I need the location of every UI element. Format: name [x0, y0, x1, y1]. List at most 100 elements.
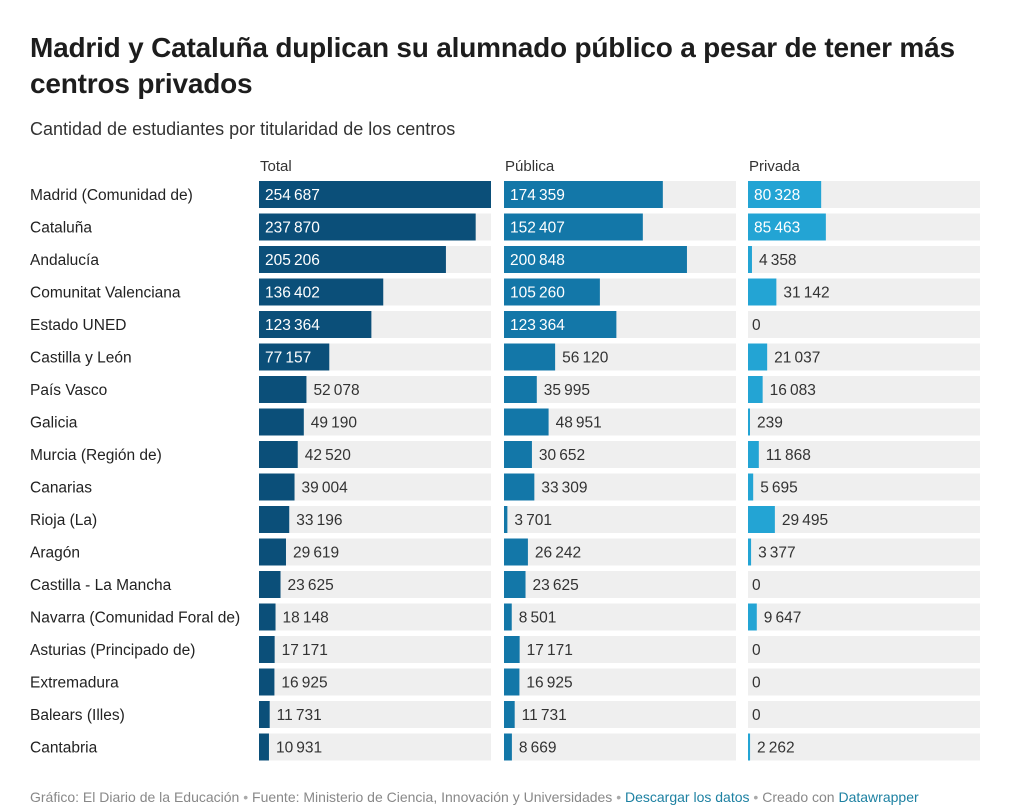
value-label-total: 23 625	[288, 577, 334, 594]
bar-privada	[748, 278, 777, 306]
value-label-publica: 11 731	[522, 707, 567, 724]
row-label-aragon: Aragón	[30, 545, 80, 562]
value-label-privada: 4 358	[759, 252, 797, 269]
bar-total	[259, 213, 476, 241]
column-header-publica: Pública	[505, 158, 555, 175]
row-label-navarra-comunidad-foral-de: Navarra (Comunidad Foral de)	[30, 610, 240, 627]
bar-privada	[748, 506, 775, 533]
bar-track-publica	[504, 506, 736, 533]
bar-publica	[504, 311, 617, 338]
value-label-total: 29 619	[293, 545, 339, 562]
footer-separator: •	[616, 789, 622, 805]
value-label-total: 123 364	[265, 317, 320, 334]
bar-total	[259, 701, 270, 728]
value-label-publica: 8 669	[519, 740, 557, 757]
row-label-comunitat-valenciana: Comunitat Valenciana	[30, 285, 181, 302]
value-label-privada: 11 868	[766, 447, 811, 464]
bar-track-publica	[504, 376, 736, 403]
value-label-total: 42 520	[305, 447, 352, 464]
bar-track-publica	[504, 441, 736, 468]
value-label-publica: 152 407	[510, 220, 565, 237]
value-label-total: 205 206	[265, 252, 320, 269]
bar-privada	[748, 473, 754, 501]
bar-privada	[748, 213, 826, 241]
value-label-total: 39 004	[302, 480, 349, 497]
value-label-total: 49 190	[311, 415, 358, 432]
bar-publica	[504, 278, 600, 306]
value-label-total: 33 196	[296, 512, 342, 529]
bar-track-total	[259, 473, 491, 501]
row-label-castilla-la-mancha: Castilla - La Mancha	[30, 577, 172, 594]
bar-track-publica	[504, 668, 736, 696]
value-label-privada: 16 083	[770, 382, 816, 399]
bar-track-publica	[504, 733, 736, 761]
bar-total	[259, 473, 295, 501]
bar-publica	[504, 246, 687, 273]
bar-privada	[748, 343, 768, 371]
row-label-madrid-comunidad-de: Madrid (Comunidad de)	[30, 187, 193, 204]
bar-publica	[504, 636, 520, 663]
row-label-extremadura: Extremadura	[30, 675, 119, 692]
bar-privada	[748, 376, 763, 403]
value-label-total: 11 731	[277, 707, 322, 724]
row-label-pais-vasco: País Vasco	[30, 382, 107, 399]
bar-track-publica	[504, 701, 736, 728]
value-label-publica: 30 652	[539, 447, 585, 464]
bar-total	[259, 278, 384, 306]
footer-separator: •	[243, 789, 249, 805]
download-data-link[interactable]: Descargar los datos	[625, 789, 750, 805]
row-label-galicia: Galicia	[30, 415, 78, 432]
bar-total	[259, 636, 275, 663]
bar-privada	[748, 246, 752, 273]
bar-track-privada	[748, 506, 980, 533]
bar-total	[259, 441, 298, 468]
bar-track-publica	[504, 473, 736, 501]
bar-track-publica	[504, 603, 736, 631]
bar-privada	[748, 733, 751, 761]
bar-publica	[504, 181, 663, 208]
value-label-privada: 239	[757, 415, 783, 432]
bar-publica	[504, 506, 508, 533]
bar-total	[259, 311, 372, 338]
value-label-publica: 123 364	[510, 317, 565, 334]
bar-track-privada	[748, 311, 980, 338]
value-label-total: 237 870	[265, 220, 320, 237]
bar-publica	[504, 733, 512, 761]
bar-total	[259, 668, 275, 696]
row-label-rioja-la: Rioja (La)	[30, 512, 97, 529]
row-label-castilla-y-leon: Castilla y León	[30, 350, 132, 367]
bar-track-privada	[748, 441, 980, 468]
bar-privada	[748, 603, 757, 631]
bar-track-total	[259, 701, 491, 728]
bar-track-publica	[504, 636, 736, 663]
value-label-publica: 26 242	[535, 545, 581, 562]
bar-total	[259, 181, 491, 208]
bar-total	[259, 603, 276, 631]
bar-publica	[504, 441, 532, 468]
value-label-publica: 33 309	[541, 480, 587, 497]
bar-privada	[748, 538, 752, 566]
value-label-publica: 56 120	[562, 350, 609, 367]
value-label-privada: 31 142	[783, 285, 829, 302]
value-label-publica: 17 171	[527, 642, 573, 659]
datawrapper-link[interactable]: Datawrapper	[838, 789, 919, 805]
value-label-privada: 0	[752, 577, 761, 594]
value-label-total: 16 925	[281, 675, 327, 692]
chart-title: Madrid y Cataluña duplican su alumnado p…	[30, 32, 955, 99]
value-label-publica: 35 995	[544, 382, 590, 399]
bar-track-total	[259, 538, 491, 566]
value-label-privada: 2 262	[757, 740, 795, 757]
row-label-murcia-region-de: Murcia (Región de)	[30, 447, 162, 464]
bar-privada	[748, 441, 759, 468]
chart-footer: Gráfico: El Diario de la Educación • Fue…	[30, 789, 919, 805]
value-label-privada: 29 495	[782, 512, 828, 529]
bar-track-privada	[748, 571, 980, 598]
bar-total	[259, 506, 290, 533]
bar-track-total	[259, 636, 491, 663]
value-label-privada: 0	[752, 675, 761, 692]
column-header-privada: Privada	[749, 158, 801, 175]
chart-subtitle: Cantidad de estudiantes por titularidad …	[30, 119, 456, 139]
value-label-publica: 16 925	[526, 675, 572, 692]
bar-total	[259, 408, 304, 436]
value-label-privada: 0	[752, 642, 761, 659]
